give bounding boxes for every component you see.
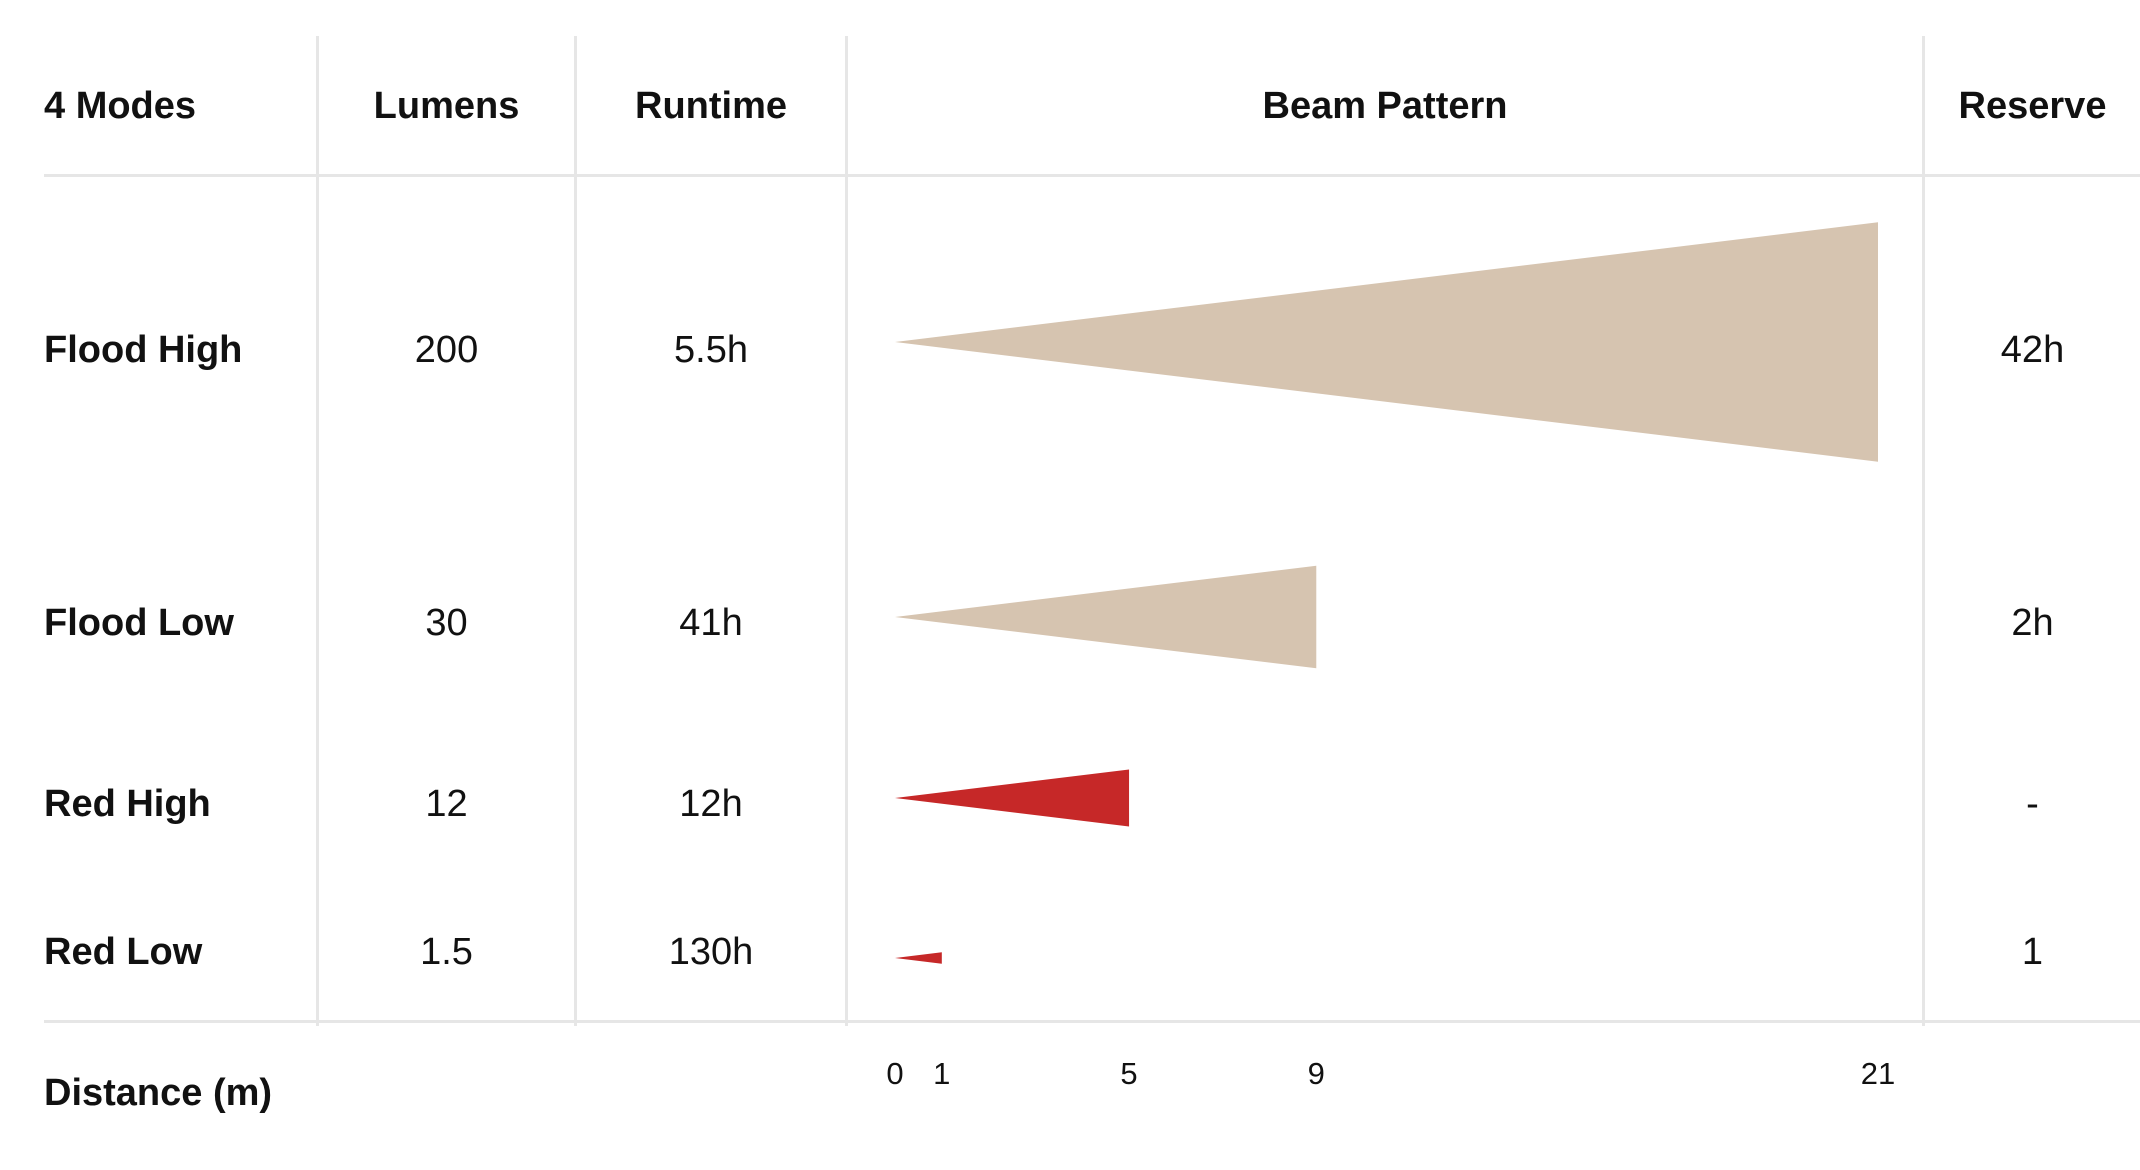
distance-tick-9: 9 [1307, 1056, 1325, 1091]
distance-tick-21: 21 [1860, 1056, 1896, 1091]
column-divider [1922, 36, 1925, 1026]
row-label-flood-low: Flood Low [44, 602, 234, 644]
reserve-red-low: 1 [2021, 931, 2044, 973]
header-modes: 4 Modes [44, 85, 197, 127]
reserve-red-high: - [2026, 783, 2039, 825]
lumens-flood-low: 30 [425, 602, 468, 644]
distance-tick-1: 1 [933, 1056, 951, 1091]
distance-tick-5: 5 [1120, 1056, 1138, 1091]
distance-axis-label: Distance (m) [44, 1072, 273, 1114]
column-divider [316, 36, 319, 1026]
header-divider [44, 174, 2140, 177]
footer-divider [44, 1020, 2140, 1023]
reserve-flood-high: 42h [2000, 329, 2065, 371]
row-label-flood-high: Flood High [44, 329, 243, 371]
lumens-red-high: 12 [425, 783, 468, 825]
column-divider [845, 36, 848, 1026]
reserve-flood-low: 2h [2011, 602, 2054, 644]
beam-wedge-red-high [895, 769, 1130, 827]
distance-tick-0: 0 [886, 1056, 904, 1091]
runtime-flood-low: 41h [679, 602, 743, 644]
runtime-flood-high: 5.5h [674, 329, 748, 371]
beam-wedge-flood-low [895, 565, 1317, 669]
beam-wedge-red-low [895, 952, 942, 964]
header-beam-pattern: Beam Pattern [1262, 85, 1508, 127]
lumens-flood-high: 200 [414, 329, 479, 371]
header-reserve: Reserve [1958, 85, 2107, 127]
runtime-red-high: 12h [679, 783, 743, 825]
beam-wedge-flood-high [895, 222, 1878, 462]
column-divider [574, 36, 577, 1026]
row-label-red-high: Red High [44, 783, 211, 825]
header-runtime: Runtime [635, 85, 787, 127]
runtime-red-low: 130h [668, 931, 754, 973]
lumens-red-low: 1.5 [420, 931, 473, 973]
row-label-red-low: Red Low [44, 931, 203, 973]
header-lumens: Lumens [373, 85, 520, 127]
